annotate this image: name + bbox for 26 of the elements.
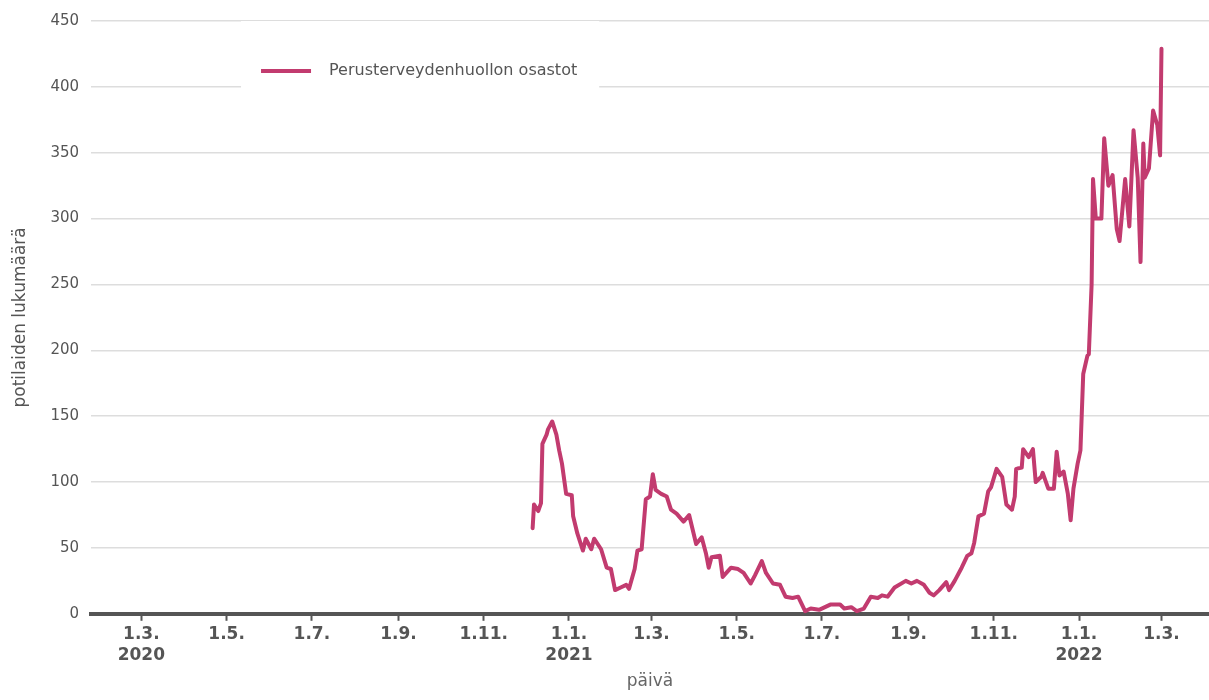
x-tick-label: 1.3. 2020 bbox=[117, 623, 166, 664]
x-tick-label: 1.9. bbox=[380, 623, 417, 644]
x-tick-label: 1.1. 2021 bbox=[545, 623, 593, 664]
x-tick-label: 1.5. bbox=[718, 623, 755, 644]
x-tick-label: 1.3. bbox=[633, 623, 670, 644]
x-tick-label: 1.7. bbox=[293, 623, 331, 644]
x-axis-title: päivä bbox=[626, 670, 674, 691]
x-tick-label: 1.7. bbox=[803, 623, 841, 644]
x-tick-label: 1.11. bbox=[969, 623, 1018, 644]
x-tick-label: 1.1. 2022 bbox=[1055, 623, 1103, 664]
x-tick-label: 1.5. bbox=[208, 623, 245, 644]
y-tick-label: 50 bbox=[59, 537, 80, 556]
y-tick-label: 0 bbox=[69, 603, 80, 622]
x-tick-label: 1.3. bbox=[1143, 623, 1180, 644]
y-tick-label: 150 bbox=[50, 406, 80, 425]
x-tick-label: 1.9. bbox=[890, 623, 927, 644]
y-tick-label: 350 bbox=[50, 142, 80, 161]
y-tick-label: 400 bbox=[50, 76, 80, 95]
legend-label: Perusterveydenhuollon osastot bbox=[329, 60, 578, 80]
y-tick-label: 300 bbox=[50, 208, 80, 227]
y-tick-label: 250 bbox=[50, 274, 80, 293]
y-tick-label: 100 bbox=[50, 471, 80, 490]
x-tick-label: 1.11. bbox=[459, 623, 508, 644]
y-tick-label: 200 bbox=[50, 340, 80, 359]
y-axis-title: potilaiden lukumäärä bbox=[8, 227, 29, 408]
y-tick-label: 450 bbox=[50, 10, 80, 29]
